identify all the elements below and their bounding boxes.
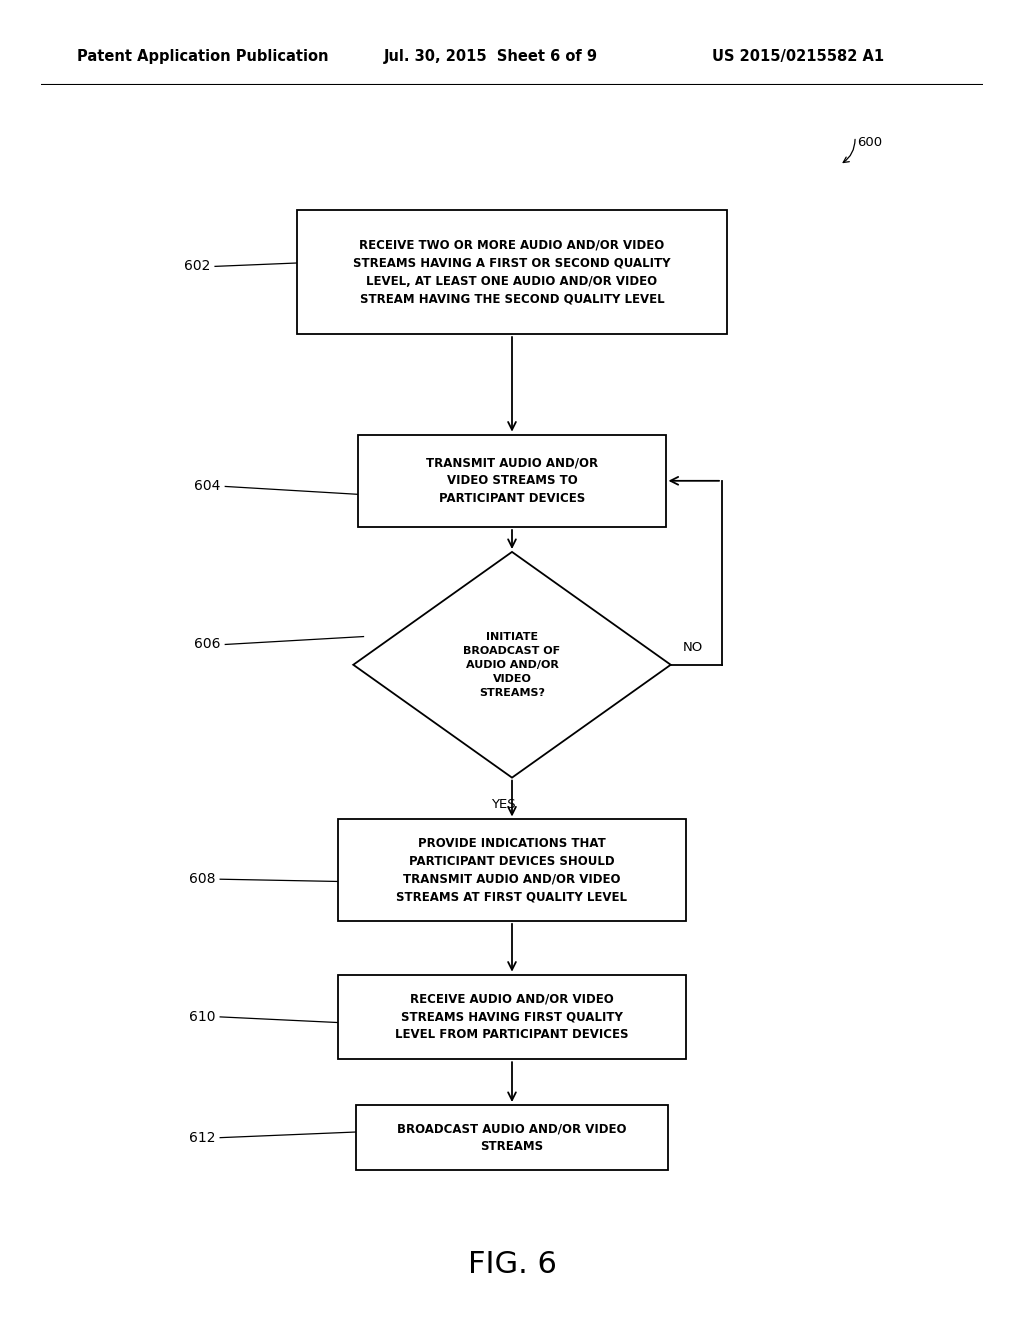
Text: RECEIVE AUDIO AND/OR VIDEO
STREAMS HAVING FIRST QUALITY
LEVEL FROM PARTICIPANT D: RECEIVE AUDIO AND/OR VIDEO STREAMS HAVIN… <box>395 993 629 1041</box>
Bar <box>358 434 666 527</box>
Text: Jul. 30, 2015  Sheet 6 of 9: Jul. 30, 2015 Sheet 6 of 9 <box>384 49 598 65</box>
Text: 610: 610 <box>188 1010 215 1024</box>
Text: 600: 600 <box>857 136 883 149</box>
Text: PROVIDE INDICATIONS THAT
PARTICIPANT DEVICES SHOULD
TRANSMIT AUDIO AND/OR VIDEO
: PROVIDE INDICATIONS THAT PARTICIPANT DEV… <box>396 837 628 904</box>
Text: 606: 606 <box>194 638 220 652</box>
Text: RECEIVE TWO OR MORE AUDIO AND/OR VIDEO
STREAMS HAVING A FIRST OR SECOND QUALITY
: RECEIVE TWO OR MORE AUDIO AND/OR VIDEO S… <box>353 239 671 305</box>
Text: 602: 602 <box>183 259 210 273</box>
Text: BROADCAST AUDIO AND/OR VIDEO
STREAMS: BROADCAST AUDIO AND/OR VIDEO STREAMS <box>397 1122 627 1154</box>
Bar <box>356 1105 669 1171</box>
Text: INITIATE
BROADCAST OF
AUDIO AND/OR
VIDEO
STREAMS?: INITIATE BROADCAST OF AUDIO AND/OR VIDEO… <box>464 632 560 698</box>
Bar <box>338 820 686 921</box>
Text: FIG. 6: FIG. 6 <box>468 1250 556 1279</box>
Text: TRANSMIT AUDIO AND/OR
VIDEO STREAMS TO
PARTICIPANT DEVICES: TRANSMIT AUDIO AND/OR VIDEO STREAMS TO P… <box>426 457 598 506</box>
Text: 612: 612 <box>188 1131 215 1144</box>
Polygon shape <box>353 552 671 777</box>
Bar <box>338 974 686 1059</box>
Text: NO: NO <box>683 642 703 655</box>
Text: YES: YES <box>492 799 516 810</box>
Text: US 2015/0215582 A1: US 2015/0215582 A1 <box>712 49 884 65</box>
Text: 604: 604 <box>194 479 220 494</box>
Text: 608: 608 <box>188 873 215 886</box>
Text: Patent Application Publication: Patent Application Publication <box>77 49 329 65</box>
Bar <box>297 210 727 334</box>
